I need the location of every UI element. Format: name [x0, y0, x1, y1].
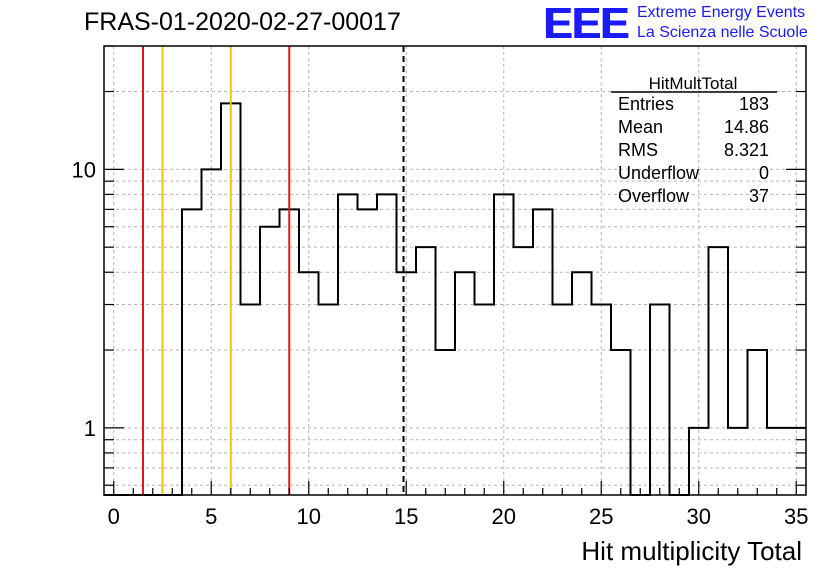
histogram-bin: [319, 305, 339, 495]
stats-value-entries: 183: [739, 94, 769, 114]
plot-frame: [103, 45, 807, 496]
histogram-bin: [748, 350, 768, 495]
histogram-bin: [377, 194, 397, 495]
y-tick-label: 10: [72, 157, 96, 182]
histogram-bin: [514, 247, 534, 495]
histogram-bin: [202, 169, 222, 495]
histogram-bin: [338, 194, 358, 495]
histogram-bin: [553, 305, 573, 495]
histogram-bin: [182, 209, 202, 495]
x-tick-label: 10: [297, 504, 321, 529]
histogram-bin: [260, 227, 280, 495]
stats-value-underflow: 0: [759, 163, 769, 183]
logo-line-1: Extreme Energy Events: [637, 4, 806, 21]
x-tick-label: 30: [687, 504, 711, 529]
histogram-bin: [241, 305, 261, 495]
stats-label-rms: RMS: [618, 140, 658, 160]
x-tick-label: 20: [492, 504, 516, 529]
y-tick-label: 1: [84, 416, 96, 441]
x-tick-label: 0: [108, 504, 120, 529]
histogram-bin: [533, 209, 553, 495]
x-tick-label: 15: [394, 504, 418, 529]
axis-ticks: 0 5 10 15 20 25 30 35 1 10: [72, 45, 808, 529]
stats-label-overflow: Overflow: [618, 186, 690, 206]
stats-value-mean: 14.86: [724, 117, 769, 137]
histogram-bars: [104, 102, 806, 496]
stats-title: HitMultTotal: [649, 74, 738, 93]
stats-value-overflow: 37: [749, 186, 769, 206]
histogram-bin: [416, 247, 436, 495]
histogram-bin: [611, 350, 631, 495]
histogram-bin: [436, 350, 456, 495]
stats-value-rms: 8.321: [724, 140, 769, 160]
histogram-bin: [650, 305, 670, 495]
stats-box: HitMultTotal Entries 183 Mean 14.86 RMS …: [611, 74, 777, 206]
x-tick-label: 35: [784, 504, 808, 529]
logo-line-2: La Scienza nelle Scuole: [637, 24, 808, 41]
stats-label-entries: Entries: [618, 94, 674, 114]
logo-mark: EEE: [543, 0, 629, 48]
stats-label-mean: Mean: [618, 117, 663, 137]
x-tick-label: 25: [589, 504, 613, 529]
x-tick-label: 5: [205, 504, 217, 529]
stats-label-underflow: Underflow: [618, 163, 700, 183]
cut-lines: [142, 46, 405, 495]
histogram-bin: [358, 209, 378, 495]
histogram-bin: [455, 272, 475, 495]
histogram-outline: [104, 102, 806, 496]
run-title: FRAS-01-2020-02-27-00017: [84, 8, 401, 36]
histogram-bin: [709, 247, 729, 495]
x-axis-label: Hit multiplicity Total: [581, 536, 802, 566]
histogram-bin: [572, 272, 592, 495]
histogram-bin: [475, 305, 495, 495]
eee-logo: EEE Extreme Energy Events La Scienza nel…: [543, 2, 833, 46]
